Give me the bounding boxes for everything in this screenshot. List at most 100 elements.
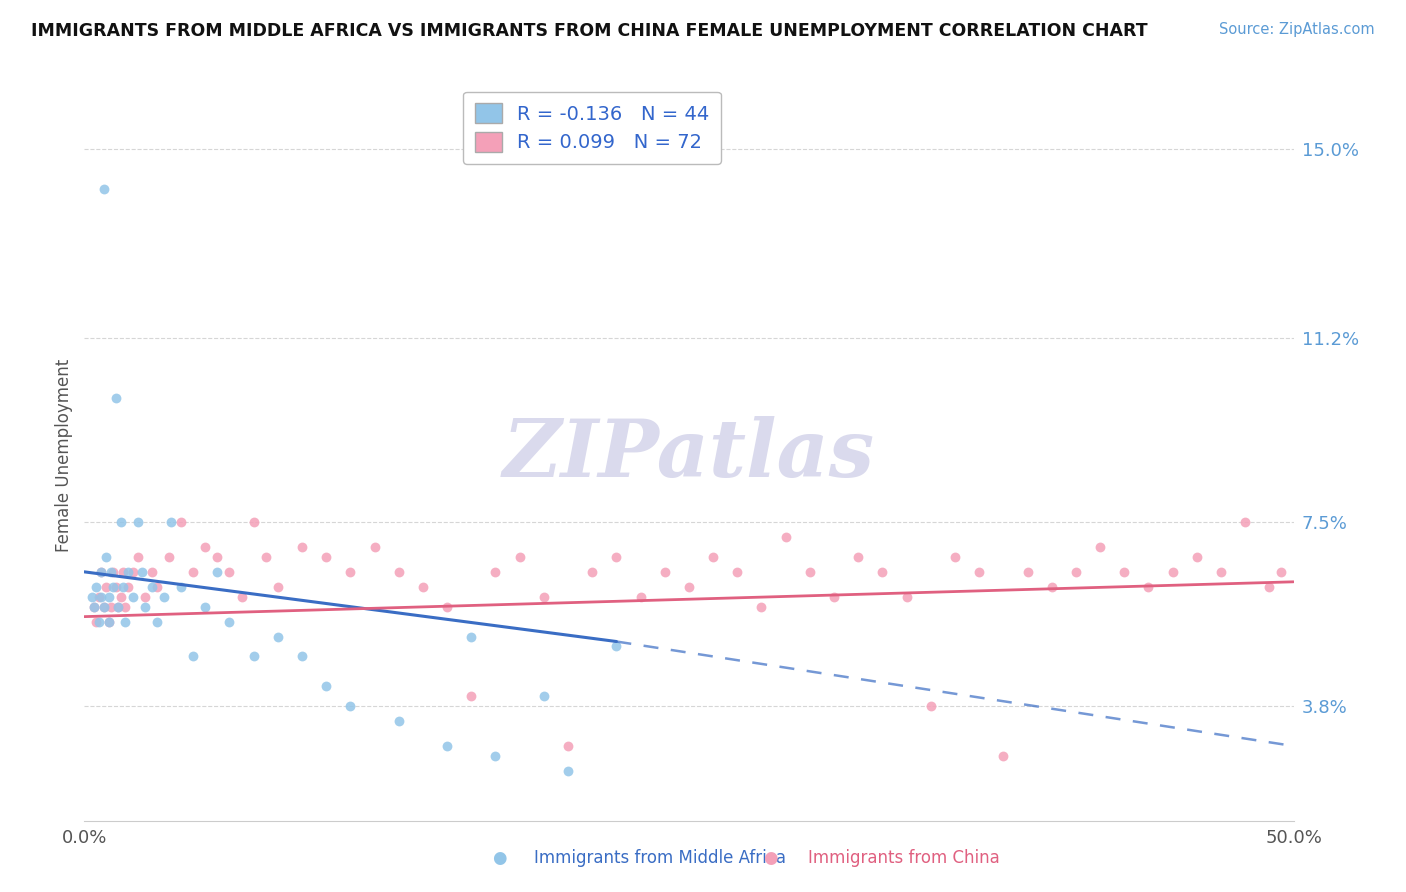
Point bbox=[207, 549, 229, 564]
Point bbox=[107, 599, 129, 614]
Point bbox=[87, 590, 110, 604]
Point bbox=[460, 630, 482, 644]
Point bbox=[218, 615, 240, 629]
Point bbox=[605, 640, 627, 654]
Point bbox=[1088, 540, 1111, 554]
Point bbox=[97, 590, 120, 604]
Point bbox=[218, 565, 240, 579]
Point bbox=[117, 565, 139, 579]
Point bbox=[160, 515, 183, 529]
Point bbox=[823, 590, 845, 604]
Point bbox=[93, 599, 115, 614]
Point bbox=[86, 615, 108, 629]
Point bbox=[967, 565, 990, 579]
Point bbox=[484, 565, 506, 579]
Point bbox=[388, 714, 411, 728]
Point bbox=[630, 590, 652, 604]
Point bbox=[654, 565, 676, 579]
Point bbox=[254, 549, 277, 564]
Point bbox=[702, 549, 724, 564]
Point bbox=[134, 590, 156, 604]
Point bbox=[291, 540, 314, 554]
Point bbox=[194, 599, 217, 614]
Point bbox=[141, 580, 163, 594]
Point bbox=[1258, 580, 1281, 594]
Point bbox=[1161, 565, 1184, 579]
Point bbox=[83, 599, 105, 614]
Point bbox=[557, 739, 579, 753]
Point bbox=[114, 599, 136, 614]
Point bbox=[153, 590, 176, 604]
Point bbox=[725, 565, 748, 579]
Point bbox=[1234, 515, 1257, 529]
Point bbox=[90, 565, 112, 579]
Point bbox=[170, 515, 193, 529]
Point bbox=[896, 590, 918, 604]
Point bbox=[100, 599, 122, 614]
Point bbox=[80, 590, 103, 604]
Point bbox=[86, 580, 108, 594]
Point bbox=[90, 590, 112, 604]
Point bbox=[291, 649, 314, 664]
Text: ●: ● bbox=[763, 849, 778, 867]
Point bbox=[104, 580, 127, 594]
Point bbox=[557, 764, 579, 778]
Point bbox=[117, 580, 139, 594]
Point bbox=[83, 599, 105, 614]
Point bbox=[484, 748, 506, 763]
Point bbox=[1114, 565, 1136, 579]
Point bbox=[1137, 580, 1160, 594]
Point bbox=[533, 690, 555, 704]
Text: IMMIGRANTS FROM MIDDLE AFRICA VS IMMIGRANTS FROM CHINA FEMALE UNEMPLOYMENT CORRE: IMMIGRANTS FROM MIDDLE AFRICA VS IMMIGRA… bbox=[31, 22, 1147, 40]
Point bbox=[436, 739, 458, 753]
Point bbox=[1040, 580, 1063, 594]
Point bbox=[127, 549, 149, 564]
Text: ●: ● bbox=[492, 849, 506, 867]
Point bbox=[110, 515, 132, 529]
Point bbox=[114, 615, 136, 629]
Point bbox=[943, 549, 966, 564]
Point bbox=[846, 549, 869, 564]
Point bbox=[170, 580, 193, 594]
Point bbox=[242, 515, 264, 529]
Point bbox=[231, 590, 253, 604]
Point bbox=[242, 649, 264, 664]
Point bbox=[90, 565, 112, 579]
Point bbox=[751, 599, 773, 614]
Legend: R = -0.136   N = 44, R = 0.099   N = 72: R = -0.136 N = 44, R = 0.099 N = 72 bbox=[463, 92, 721, 164]
Point bbox=[112, 580, 135, 594]
Point bbox=[339, 565, 361, 579]
Point bbox=[1209, 565, 1232, 579]
Point bbox=[1017, 565, 1039, 579]
Point bbox=[533, 590, 555, 604]
Point bbox=[97, 615, 120, 629]
Point bbox=[315, 679, 337, 693]
Point bbox=[799, 565, 821, 579]
Point bbox=[388, 565, 411, 579]
Point bbox=[775, 530, 797, 544]
Point bbox=[1185, 549, 1208, 564]
Point bbox=[412, 580, 434, 594]
Point bbox=[87, 615, 110, 629]
Point bbox=[194, 540, 217, 554]
Point bbox=[131, 565, 153, 579]
Point bbox=[157, 549, 180, 564]
Point bbox=[207, 565, 229, 579]
Point bbox=[141, 565, 163, 579]
Point bbox=[1064, 565, 1087, 579]
Point bbox=[121, 590, 143, 604]
Point bbox=[97, 615, 120, 629]
Point bbox=[107, 599, 129, 614]
Point bbox=[93, 599, 115, 614]
Text: Immigrants from Middle Africa: Immigrants from Middle Africa bbox=[534, 849, 786, 867]
Text: Immigrants from China: Immigrants from China bbox=[808, 849, 1000, 867]
Point bbox=[181, 649, 204, 664]
Point bbox=[1270, 565, 1292, 579]
Point bbox=[110, 590, 132, 604]
Text: ZIPatlas: ZIPatlas bbox=[503, 417, 875, 493]
Point bbox=[100, 565, 122, 579]
Point bbox=[104, 391, 127, 405]
Text: Source: ZipAtlas.com: Source: ZipAtlas.com bbox=[1219, 22, 1375, 37]
Point bbox=[146, 615, 169, 629]
Point bbox=[267, 630, 290, 644]
